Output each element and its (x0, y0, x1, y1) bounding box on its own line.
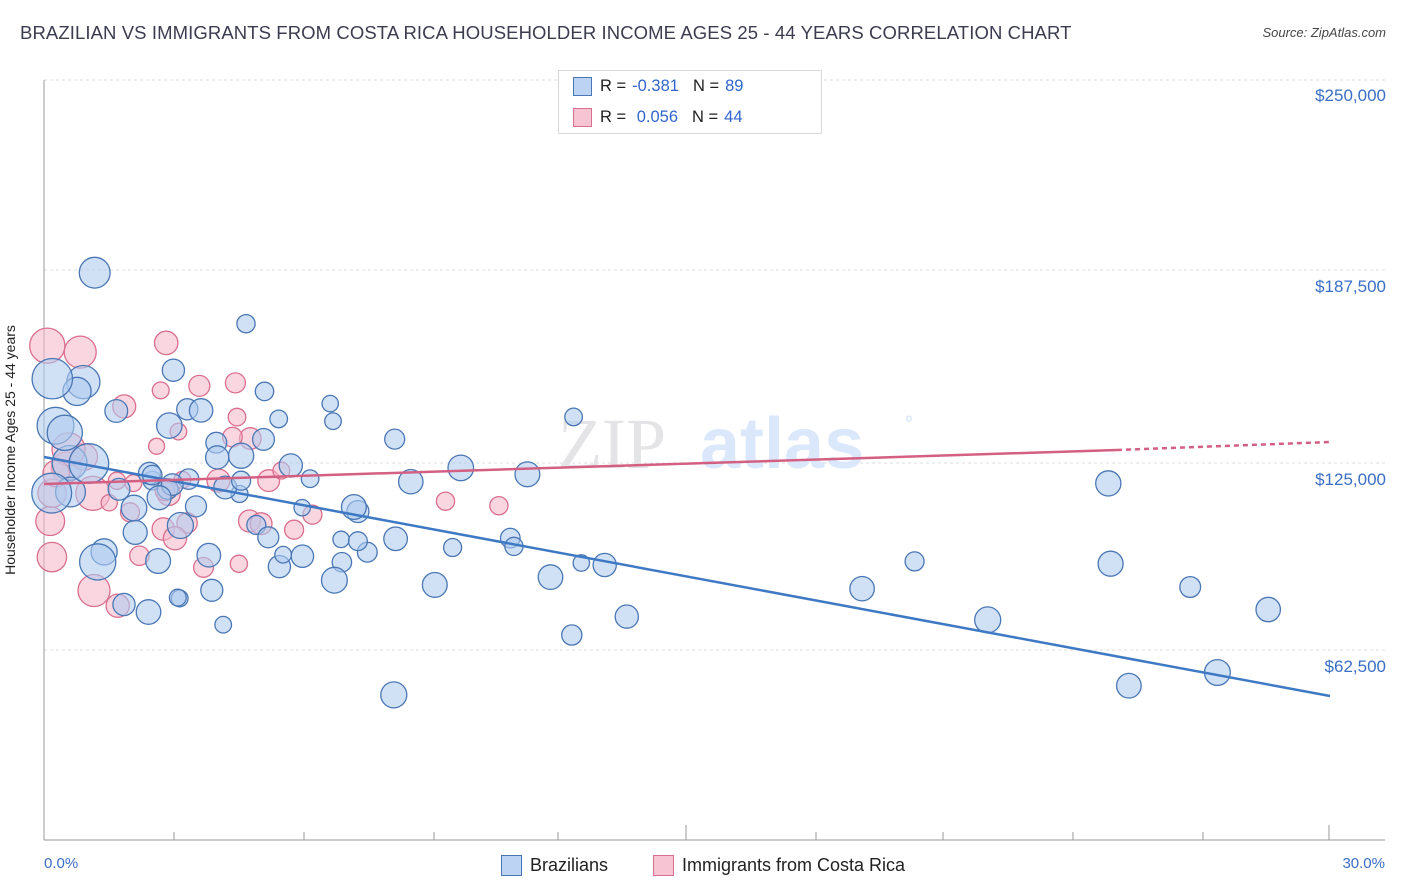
svg-text:atlas: atlas (700, 404, 864, 484)
svg-text:°: ° (905, 413, 913, 435)
